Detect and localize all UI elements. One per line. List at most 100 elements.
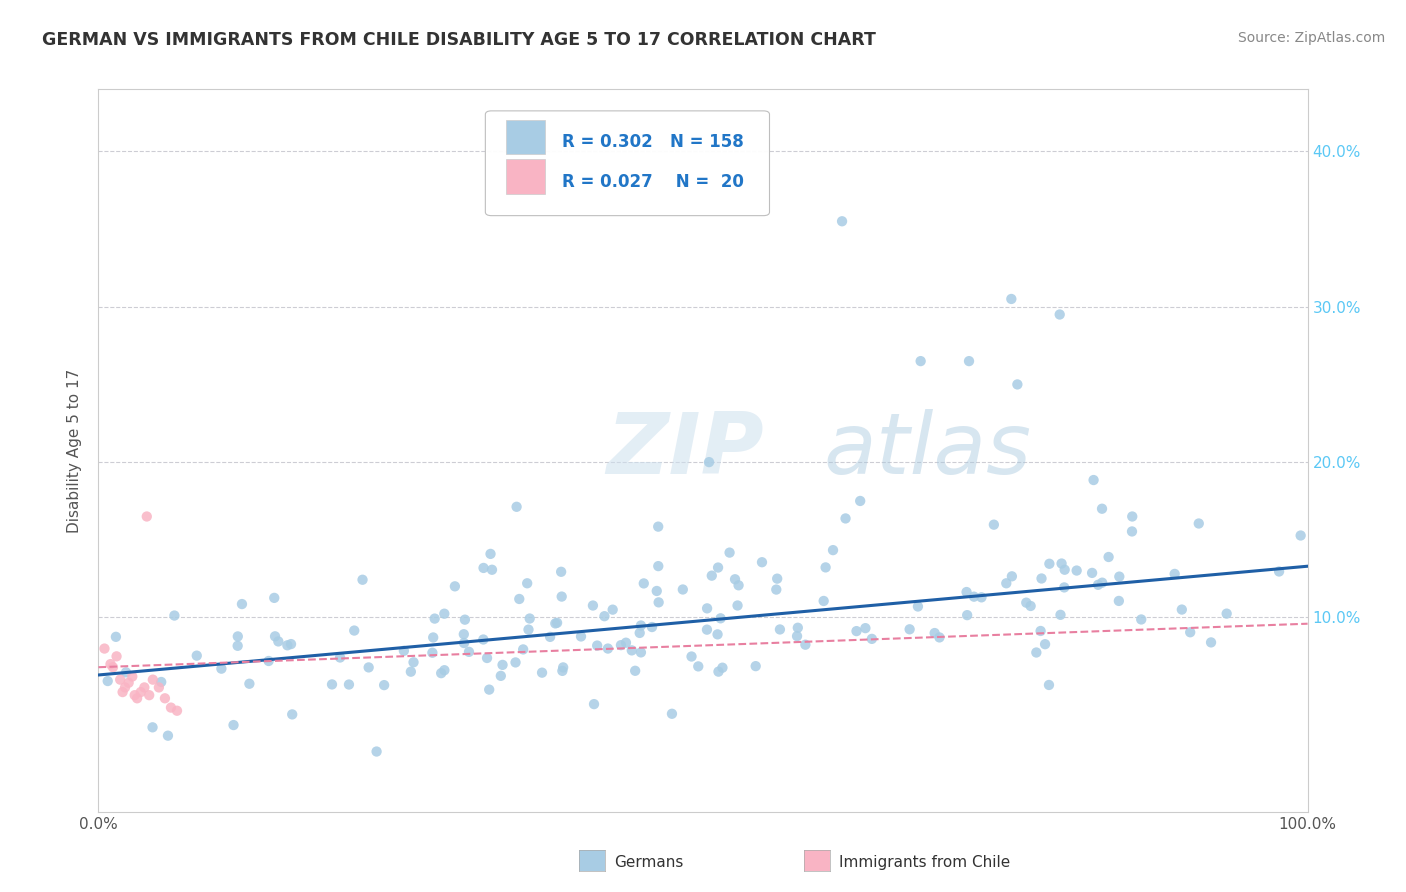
Point: [472, 632, 495, 647]
Point: [593, 609, 616, 624]
Point: [121, 669, 143, 683]
Text: atlas: atlas: [824, 409, 1032, 492]
Point: [1083, 473, 1105, 487]
Point: [276, 638, 298, 652]
Point: [924, 626, 946, 640]
Point: [647, 559, 669, 574]
Point: [1001, 569, 1024, 583]
Point: [681, 649, 703, 664]
Point: [633, 576, 655, 591]
Point: [238, 677, 260, 691]
Point: [422, 646, 444, 660]
Point: [538, 630, 561, 644]
Point: [479, 547, 502, 561]
Point: [860, 632, 883, 646]
Point: [955, 585, 977, 599]
Point: [766, 572, 789, 586]
Point: [696, 601, 718, 615]
Point: [1171, 602, 1194, 616]
Point: [645, 584, 668, 599]
Point: [696, 623, 718, 637]
Text: Germans: Germans: [614, 855, 683, 870]
Point: [700, 568, 723, 582]
Point: [512, 642, 534, 657]
Point: [399, 665, 422, 679]
Text: Source: ZipAtlas.com: Source: ZipAtlas.com: [1237, 31, 1385, 45]
Point: [108, 673, 131, 687]
Point: [1108, 569, 1130, 583]
Point: [1097, 549, 1119, 564]
Point: [138, 688, 160, 702]
Point: [661, 706, 683, 721]
Point: [97, 673, 120, 688]
Point: [551, 590, 574, 604]
Point: [186, 648, 208, 663]
Point: [765, 582, 787, 597]
Point: [478, 682, 501, 697]
Point: [814, 560, 837, 574]
Point: [855, 621, 877, 635]
Point: [813, 594, 835, 608]
Point: [553, 660, 575, 674]
Point: [453, 636, 475, 650]
Point: [1121, 524, 1143, 539]
Point: [845, 624, 868, 639]
Point: [329, 650, 352, 665]
Point: [718, 546, 741, 560]
Point: [115, 665, 138, 680]
Point: [111, 685, 134, 699]
Point: [142, 673, 165, 687]
Point: [472, 561, 495, 575]
Point: [150, 675, 173, 690]
Point: [101, 660, 124, 674]
Point: [118, 675, 141, 690]
Point: [392, 644, 415, 658]
Point: [226, 629, 249, 643]
Point: [1025, 646, 1047, 660]
Point: [995, 576, 1018, 591]
Point: [1038, 678, 1060, 692]
Point: [1091, 575, 1114, 590]
Point: [263, 591, 285, 605]
Point: [727, 578, 749, 592]
Point: [264, 629, 287, 643]
Point: [550, 565, 572, 579]
Point: [516, 576, 538, 591]
Point: [821, 543, 844, 558]
Point: [1268, 565, 1291, 579]
Text: R = 0.027    N =  20: R = 0.027 N = 20: [561, 173, 744, 191]
Point: [630, 645, 652, 659]
Point: [343, 624, 366, 638]
Point: [166, 704, 188, 718]
Point: [231, 597, 253, 611]
Point: [422, 631, 444, 645]
Point: [898, 622, 921, 636]
Point: [1108, 594, 1130, 608]
Point: [586, 639, 609, 653]
Point: [1019, 599, 1042, 613]
Point: [688, 659, 710, 673]
Point: [430, 666, 453, 681]
Point: [1199, 635, 1222, 649]
Point: [100, 657, 122, 672]
Point: [711, 661, 734, 675]
Point: [517, 623, 540, 637]
Point: [160, 700, 183, 714]
Point: [357, 660, 380, 674]
Point: [794, 638, 817, 652]
Point: [544, 616, 567, 631]
Point: [1087, 578, 1109, 592]
Point: [475, 651, 498, 665]
Point: [744, 659, 766, 673]
Point: [226, 639, 249, 653]
Point: [481, 563, 503, 577]
Point: [114, 681, 136, 695]
Text: R = 0.302   N = 158: R = 0.302 N = 158: [561, 133, 744, 151]
Point: [624, 664, 647, 678]
Point: [707, 665, 730, 679]
Point: [910, 354, 932, 368]
Point: [1049, 308, 1071, 322]
Point: [1029, 624, 1052, 638]
Point: [423, 611, 446, 625]
Point: [724, 572, 747, 586]
